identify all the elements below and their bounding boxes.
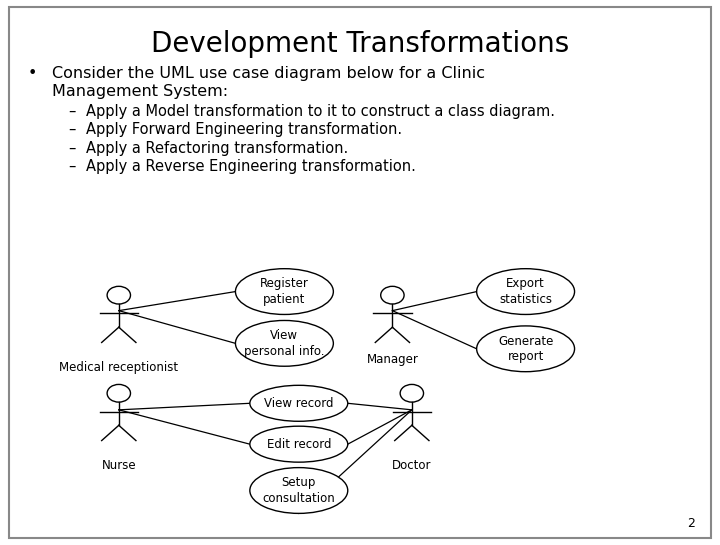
Text: Apply a Model transformation to it to construct a class diagram.: Apply a Model transformation to it to co… <box>86 104 555 119</box>
Text: Apply a Refactoring transformation.: Apply a Refactoring transformation. <box>86 141 348 156</box>
Ellipse shape <box>250 468 348 513</box>
Circle shape <box>381 286 404 304</box>
Text: Manager: Manager <box>366 353 418 366</box>
Text: Doctor: Doctor <box>392 459 431 472</box>
Text: 2: 2 <box>687 517 695 530</box>
Text: –: – <box>68 122 76 137</box>
Circle shape <box>107 384 130 402</box>
Text: –: – <box>68 141 76 156</box>
Text: Register
patient: Register patient <box>260 277 309 306</box>
Text: Generate
report: Generate report <box>498 335 553 363</box>
Circle shape <box>400 384 423 402</box>
Text: Development Transformations: Development Transformations <box>151 30 569 58</box>
Text: Setup
consultation: Setup consultation <box>262 476 336 505</box>
Ellipse shape <box>250 426 348 462</box>
Text: Apply a Reverse Engineering transformation.: Apply a Reverse Engineering transformati… <box>86 159 416 174</box>
Text: –: – <box>68 104 76 119</box>
Text: Apply Forward Engineering transformation.: Apply Forward Engineering transformation… <box>86 122 402 137</box>
Ellipse shape <box>250 385 348 421</box>
Ellipse shape <box>235 269 333 314</box>
Text: Medical receptionist: Medical receptionist <box>59 361 179 374</box>
Ellipse shape <box>235 320 333 366</box>
Text: Management System:: Management System: <box>52 84 228 100</box>
Text: View record: View record <box>264 397 333 410</box>
Ellipse shape <box>477 326 575 372</box>
Circle shape <box>107 286 130 304</box>
Text: Export
statistics: Export statistics <box>499 277 552 306</box>
Text: Consider the UML use case diagram below for a Clinic: Consider the UML use case diagram below … <box>52 66 485 82</box>
Ellipse shape <box>477 269 575 314</box>
Text: –: – <box>68 159 76 174</box>
Text: Edit record: Edit record <box>266 438 331 451</box>
Text: Nurse: Nurse <box>102 459 136 472</box>
Text: View
personal info.: View personal info. <box>244 329 325 358</box>
Text: •: • <box>27 66 37 82</box>
